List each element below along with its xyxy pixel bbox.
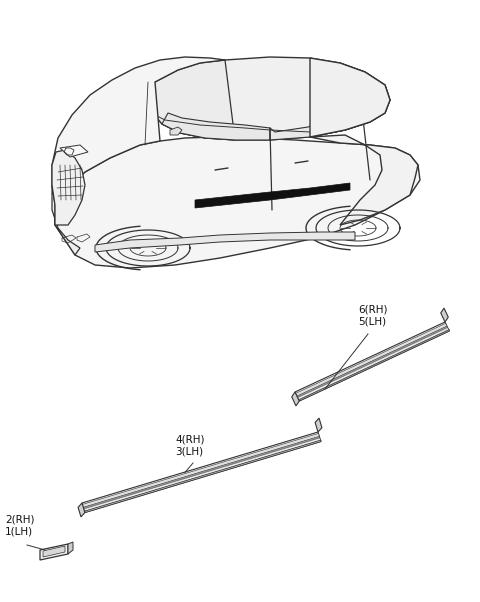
Polygon shape xyxy=(310,58,390,137)
Polygon shape xyxy=(270,110,370,140)
Polygon shape xyxy=(297,326,447,397)
Polygon shape xyxy=(95,232,355,252)
Polygon shape xyxy=(84,436,320,509)
Polygon shape xyxy=(52,150,85,225)
Text: 6(RH): 6(RH) xyxy=(358,304,387,314)
Polygon shape xyxy=(296,323,447,396)
Polygon shape xyxy=(150,57,390,140)
Polygon shape xyxy=(150,60,235,140)
Polygon shape xyxy=(82,432,321,512)
Text: 4(RH): 4(RH) xyxy=(175,435,204,445)
Polygon shape xyxy=(441,308,448,322)
Polygon shape xyxy=(43,546,65,557)
Polygon shape xyxy=(162,113,270,140)
Polygon shape xyxy=(85,440,321,512)
Polygon shape xyxy=(52,57,225,225)
Polygon shape xyxy=(298,327,449,400)
Text: 1(LH): 1(LH) xyxy=(5,527,33,537)
Polygon shape xyxy=(310,135,418,225)
Polygon shape xyxy=(68,542,73,554)
Text: 3(LH): 3(LH) xyxy=(175,447,203,457)
Polygon shape xyxy=(299,329,450,401)
Polygon shape xyxy=(83,433,319,507)
Polygon shape xyxy=(310,63,390,137)
Polygon shape xyxy=(78,503,85,517)
Text: 5(LH): 5(LH) xyxy=(358,316,386,326)
Text: 2(RH): 2(RH) xyxy=(5,515,35,525)
Polygon shape xyxy=(315,418,322,432)
Polygon shape xyxy=(292,392,299,406)
Polygon shape xyxy=(52,185,80,255)
Polygon shape xyxy=(195,183,350,208)
Polygon shape xyxy=(170,127,182,135)
Polygon shape xyxy=(40,544,68,560)
Polygon shape xyxy=(295,322,449,401)
Polygon shape xyxy=(55,137,420,268)
Polygon shape xyxy=(60,145,88,157)
Polygon shape xyxy=(84,438,321,511)
